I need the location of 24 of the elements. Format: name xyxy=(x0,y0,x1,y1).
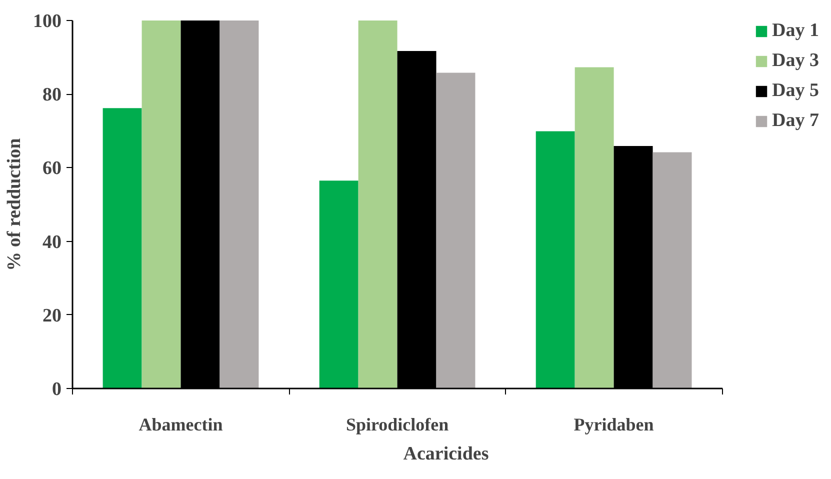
legend-label: Day 1 xyxy=(772,20,819,42)
bar xyxy=(142,20,181,388)
bar xyxy=(358,20,398,388)
y-tick-label: 60 xyxy=(42,158,62,180)
bar xyxy=(574,67,614,388)
bar xyxy=(652,152,692,388)
bar xyxy=(102,108,142,388)
y-axis-title: % of redduction xyxy=(4,138,25,271)
y-tick-label: 40 xyxy=(42,232,62,253)
x-tick-label: Pyridaben xyxy=(574,414,654,434)
bar xyxy=(220,20,259,388)
x-axis-title: Acaricides xyxy=(403,444,489,464)
y-tick-label: 100 xyxy=(33,11,62,32)
x-tick-label: Spirodiclofen xyxy=(346,414,449,434)
legend-label: Day 5 xyxy=(772,80,819,102)
bar xyxy=(536,131,575,388)
y-tick-label: 80 xyxy=(42,84,62,106)
legend-label: Day 7 xyxy=(772,110,819,132)
bar xyxy=(319,180,358,388)
legend-label: Day 3 xyxy=(772,50,819,72)
x-tick-label: Abamectin xyxy=(138,414,223,434)
y-tick-label: 0 xyxy=(52,379,62,400)
bar xyxy=(436,72,476,388)
y-tick-label: 20 xyxy=(42,305,62,326)
